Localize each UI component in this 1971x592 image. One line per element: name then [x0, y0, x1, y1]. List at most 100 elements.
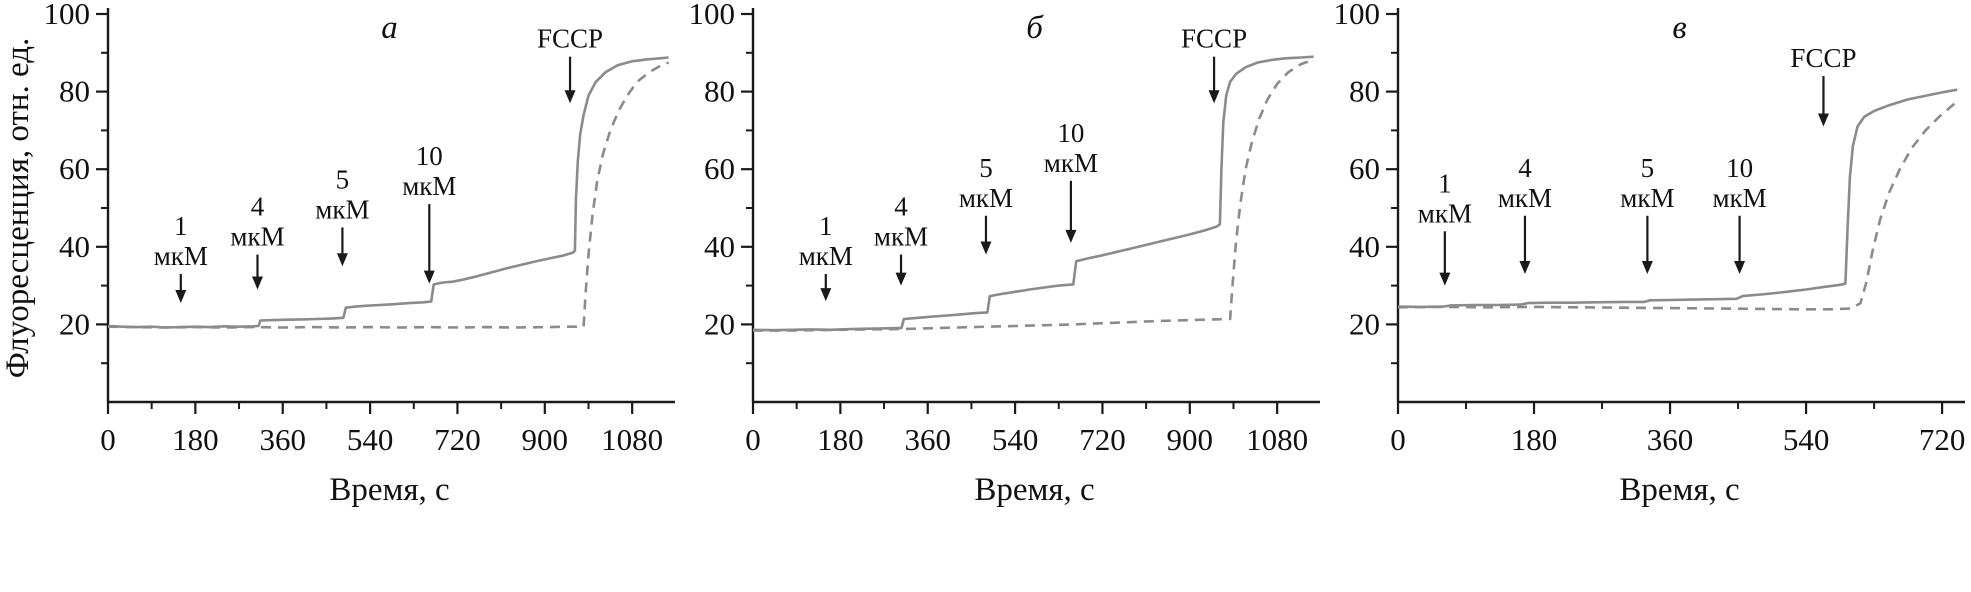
annotation-label: мкМ [1498, 183, 1552, 213]
x-tick-label: 0 [100, 422, 116, 457]
annotation-label: мкМ [1620, 183, 1674, 213]
panel-title: в [1672, 10, 1686, 46]
annotation-arrowhead-icon [820, 288, 832, 302]
x-tick-label: 540 [1783, 422, 1830, 457]
x-axis-label: Время, с [329, 472, 449, 508]
annotation-arrowhead-icon [1817, 113, 1829, 127]
annotation-label: 1 [1438, 168, 1452, 198]
chart-panel-b: 20 40 60 80 100 0 180 360 540 720 900 1080 Время, с б… [689, 0, 1320, 508]
annotation-label: мкМ [315, 194, 369, 224]
dashed-trace [107, 61, 670, 329]
y-tick-label: 20 [1349, 306, 1380, 341]
annotation-label: мкМ [154, 241, 208, 271]
x-tick-label: 180 [172, 422, 219, 457]
panel-title: б [1026, 10, 1044, 46]
y-tick-label: 100 [44, 0, 91, 31]
annotation-label: 10 [1726, 153, 1753, 183]
x-tick-label: 360 [904, 422, 951, 457]
annotation-label: мкМ [1418, 198, 1472, 228]
solid-trace [752, 55, 1314, 332]
x-tick-label: 1080 [601, 422, 663, 457]
y-axis-label: Флуоресценция, отн. ед. [0, 38, 36, 379]
x-tick-label: 360 [259, 422, 306, 457]
x-tick-label: 1080 [1246, 422, 1308, 457]
annotation-arrowhead-icon [251, 276, 263, 290]
annotation-arrowhead-icon [1065, 229, 1077, 243]
annotation-label: 4 [1518, 153, 1532, 183]
x-tick-label: 360 [1647, 422, 1694, 457]
x-tick-label: 180 [1511, 422, 1558, 457]
y-tick-label: 60 [704, 151, 735, 186]
annotation-arrowhead-icon [1641, 260, 1653, 274]
annotation-label: мкМ [959, 183, 1013, 213]
x-tick-label: 720 [434, 422, 481, 457]
annotation-arrowhead-icon [564, 90, 576, 104]
y-tick-label: 40 [1349, 229, 1380, 264]
annotation-label: мкМ [230, 222, 284, 252]
x-tick-label: 0 [1390, 422, 1406, 457]
x-tick-label: 180 [817, 422, 864, 457]
panel-title: а [381, 10, 398, 46]
y-tick-label: 20 [704, 306, 735, 341]
annotation-fccp: FCCP [1790, 43, 1856, 127]
annotation-label: 10 [416, 141, 443, 171]
annotation-arrowhead-icon [1439, 272, 1451, 286]
y-tick-label: 80 [704, 74, 735, 109]
y-tick-label: 20 [59, 306, 90, 341]
x-tick-label: 720 [1079, 422, 1126, 457]
annotation-label: мкМ [1044, 148, 1098, 178]
y-tick-label: 40 [704, 229, 735, 264]
annotation-arrowhead-icon [1734, 260, 1746, 274]
annotation-arrowhead-icon [175, 290, 187, 304]
plot-area: 20 40 60 80 100 0 180 360 540 720 900 1080 Время, с б… [689, 0, 1320, 508]
x-tick-label: 0 [745, 422, 761, 457]
solid-trace [107, 56, 669, 329]
annotation-label: 1 [174, 211, 188, 241]
plot-area: 20 40 60 80 100 0 180 360 540 720 900 1080 Время, с Ф… [0, 0, 675, 508]
x-tick-label: 540 [347, 422, 394, 457]
dashed-trace [753, 58, 1315, 332]
y-tick-label: 100 [689, 0, 736, 31]
annotation-label: FCCP [1181, 24, 1247, 54]
annotation-label: 5 [979, 153, 993, 183]
annotation-label: мкМ [799, 241, 853, 271]
x-axis-label: Время, с [1619, 472, 1739, 508]
x-tick-label: 900 [522, 422, 569, 457]
annotation-fccp: FCCP [537, 24, 603, 104]
annotation-arrowhead-icon [1519, 260, 1531, 274]
annotation-label: мкМ [402, 171, 456, 201]
dashed-trace [1397, 100, 1959, 311]
solid-trace [1397, 88, 1958, 309]
annotation-arrowhead-icon [336, 253, 348, 267]
annotation-label: 4 [894, 192, 908, 222]
annotation-label: мкМ [1712, 183, 1766, 213]
x-tick-label: 540 [992, 422, 1039, 457]
chart-panel-a: 20 40 60 80 100 0 180 360 540 720 900 1080 Время, с Ф… [0, 0, 675, 508]
annotation-label: 4 [251, 192, 265, 222]
annotation-label: 10 [1057, 118, 1084, 148]
annotation-label: 5 [1641, 153, 1655, 183]
annotation-label: 5 [336, 164, 350, 194]
annotation-label: 1 [819, 211, 833, 241]
annotation-arrowhead-icon [423, 270, 435, 284]
x-tick-label: 720 [1919, 422, 1966, 457]
annotation-fccp: FCCP [1181, 24, 1247, 104]
annotation-label: мкМ [874, 222, 928, 252]
x-axis-label: Время, с [974, 472, 1094, 508]
y-tick-label: 60 [1349, 151, 1380, 186]
y-tick-label: 80 [59, 74, 90, 109]
